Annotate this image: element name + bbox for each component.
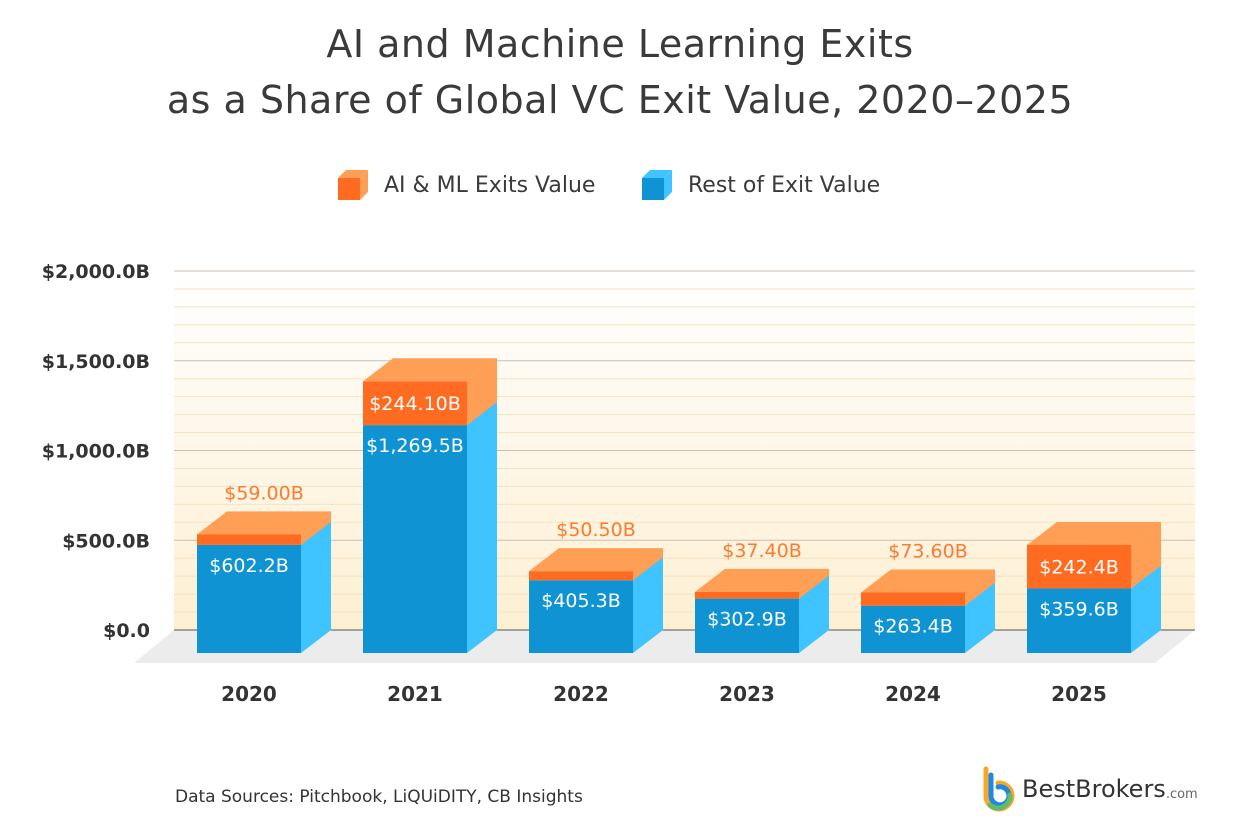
legend-label-rest: Rest of Exit Value bbox=[688, 172, 881, 198]
x-tick-label: 2020 bbox=[221, 682, 277, 706]
data-label-rest: $302.9B bbox=[707, 609, 787, 631]
data-label-rest: $405.3B bbox=[541, 590, 621, 612]
data-label-ai: $242.4B bbox=[1039, 557, 1119, 579]
bar-group-2023: $302.9B $37.40B bbox=[695, 540, 829, 653]
bar-side-ai bbox=[633, 548, 663, 581]
bar-side-ai bbox=[965, 569, 995, 606]
data-label-rest: $1,269.5B bbox=[366, 435, 464, 457]
bar-side-ai bbox=[799, 568, 829, 599]
logo-suffix: .com bbox=[1165, 786, 1198, 802]
bar-rest bbox=[695, 598, 799, 653]
data-label-rest: $359.6B bbox=[1039, 598, 1119, 620]
bar-top bbox=[197, 511, 331, 535]
y-tick-label: $2,000.0B bbox=[42, 261, 150, 283]
bar-group-2020: $602.2B $59.00B bbox=[197, 482, 331, 653]
data-label-ai: $37.40B bbox=[722, 540, 802, 562]
x-tick-label: 2021 bbox=[387, 682, 443, 706]
legend: AI & ML Exits Value Rest of Exit Value bbox=[0, 170, 1240, 202]
bar-top bbox=[1027, 521, 1161, 545]
bar-side-ai bbox=[1131, 521, 1161, 589]
bestbrokers-logo[interactable]: BestBrokers .com bbox=[980, 765, 1198, 813]
logo-text: BestBrokers bbox=[1022, 775, 1166, 803]
x-tick-label: 2025 bbox=[1051, 682, 1107, 706]
bar-group-2021: $1,269.5B $244.10B bbox=[363, 358, 497, 653]
x-tick-label: 2023 bbox=[719, 682, 775, 706]
bar-ai bbox=[861, 592, 965, 606]
bar-rest bbox=[1027, 588, 1131, 653]
bestbrokers-logo-icon bbox=[983, 766, 1015, 812]
bar-ai bbox=[197, 534, 301, 545]
chart-title: AI and Machine Learning Exits as a Share… bbox=[0, 16, 1240, 128]
bar-side bbox=[301, 511, 331, 653]
title-line-1: AI and Machine Learning Exits bbox=[326, 22, 914, 66]
data-label-ai: $73.60B bbox=[888, 541, 968, 563]
legend-item-ai: AI & ML Exits Value bbox=[338, 170, 595, 200]
bar-top bbox=[363, 358, 497, 382]
legend-item-rest: Rest of Exit Value bbox=[642, 170, 880, 200]
bar-side-ai bbox=[467, 358, 497, 426]
y-tick-label: $1,000.0B bbox=[42, 441, 150, 463]
bar-top bbox=[695, 568, 829, 592]
data-label-rest: $602.2B bbox=[209, 555, 289, 577]
y-tick-label: $500.0B bbox=[62, 530, 150, 552]
bar-ai bbox=[1027, 544, 1131, 589]
bar-top bbox=[529, 548, 663, 572]
bar-ai bbox=[529, 571, 633, 581]
data-source: Data Sources: Pitchbook, LiQUiDITY, CB I… bbox=[175, 787, 583, 807]
data-label-ai: $59.00B bbox=[224, 482, 304, 504]
bar-rest bbox=[529, 580, 633, 653]
y-tick-label: $0.0 bbox=[103, 620, 150, 642]
data-label-ai: $50.50B bbox=[556, 519, 636, 541]
bar-rest bbox=[197, 544, 301, 653]
bar-group-2025: $359.6B $242.4B bbox=[1027, 521, 1161, 653]
x-tick-label: 2024 bbox=[885, 682, 941, 706]
legend-label-ai: AI & ML Exits Value bbox=[384, 172, 596, 198]
bar-ai bbox=[363, 381, 467, 426]
orange-cube-icon bbox=[338, 170, 368, 200]
data-label-ai: $244.10B bbox=[369, 393, 461, 415]
blue-cube-icon bbox=[642, 170, 672, 200]
bar-group-2022: $405.3B $50.50B bbox=[529, 519, 663, 653]
bar-top bbox=[861, 569, 995, 593]
bar-rest bbox=[861, 605, 965, 653]
x-tick-label: 2022 bbox=[553, 682, 609, 706]
data-label-rest: $263.4B bbox=[873, 616, 953, 638]
bar-rest bbox=[363, 425, 467, 653]
bar-side-ai bbox=[301, 511, 331, 545]
bar-side bbox=[467, 358, 497, 653]
bar-group-2024: $263.4B $73.60B bbox=[861, 541, 995, 653]
y-tick-label: $1,500.0B bbox=[42, 351, 150, 373]
bar-ai bbox=[695, 591, 799, 599]
title-line-2: as a Share of Global VC Exit Value, 2020… bbox=[166, 78, 1074, 122]
